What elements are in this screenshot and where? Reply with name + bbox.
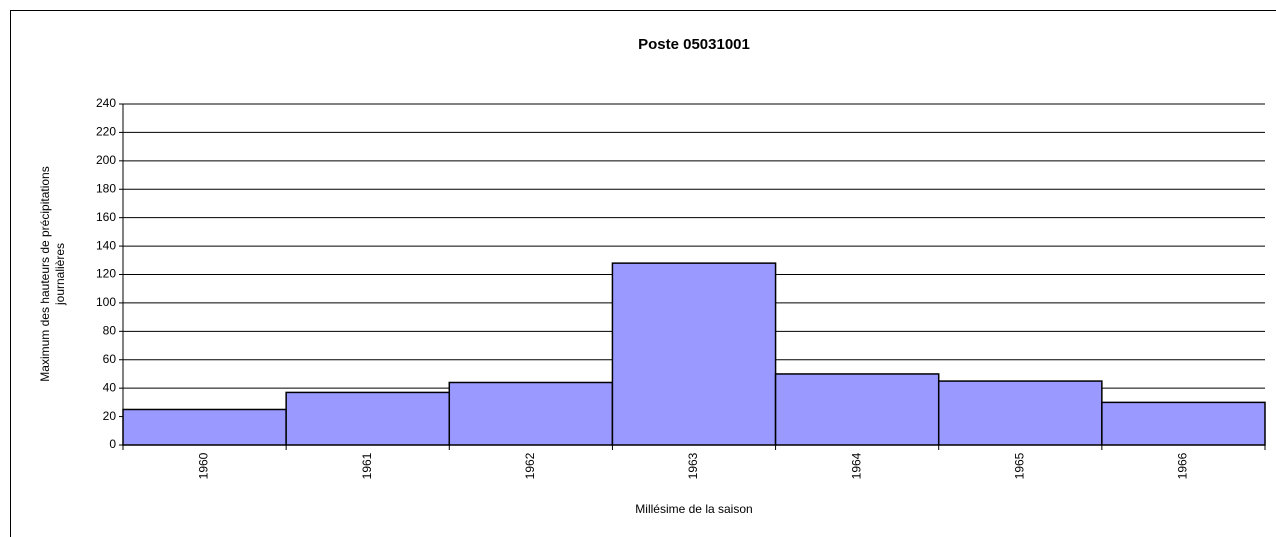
y-tick-label: 60: [103, 352, 117, 366]
y-axis-title: journalières: [53, 243, 67, 306]
x-axis-title: Millésime de la saison: [635, 502, 752, 516]
y-tick-label: 0: [109, 437, 116, 451]
y-axis-title: Maximum des hauteurs de précipitations: [38, 166, 52, 381]
y-tick-label: 80: [103, 324, 117, 338]
y-tick-label: 40: [103, 380, 117, 394]
chart-title: Poste 05031001: [638, 36, 750, 53]
bar: [1101, 401, 1266, 446]
bar: [122, 408, 287, 446]
x-tick-label: 1964: [849, 452, 863, 479]
y-tick-label: 220: [96, 125, 116, 139]
x-tick-label: 1962: [523, 452, 537, 479]
bar: [937, 380, 1103, 446]
x-tick-label: 1965: [1012, 452, 1026, 479]
bar: [448, 381, 614, 446]
x-tick-label: 1963: [686, 452, 700, 479]
y-tick-label: 140: [96, 238, 116, 252]
x-tick-label: 1961: [360, 452, 374, 479]
x-tick-label: 1966: [1176, 452, 1190, 479]
y-tick-label: 20: [103, 409, 117, 423]
y-tick-label: 240: [96, 96, 116, 110]
y-tick-label: 100: [96, 295, 116, 309]
bar: [285, 391, 451, 446]
y-tick-label: 200: [96, 153, 116, 167]
y-tick-label: 180: [96, 181, 116, 195]
x-tick-label: 1960: [197, 452, 211, 479]
bar: [774, 373, 940, 446]
y-tick-label: 160: [96, 210, 116, 224]
bar: [611, 262, 777, 446]
y-tick-label: 120: [96, 267, 116, 281]
